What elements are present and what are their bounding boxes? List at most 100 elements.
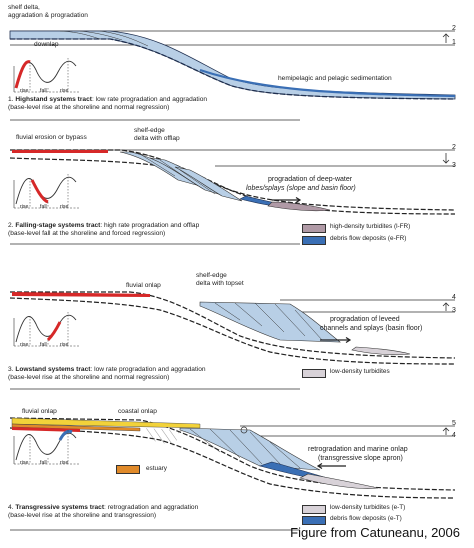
curve-rise-label: rise	[20, 342, 29, 348]
basal-surface-4	[9, 427, 456, 499]
surface-number-4: 4	[452, 294, 456, 301]
curve-rise-label: rise	[20, 204, 29, 210]
panel-4-transgressive	[9, 417, 456, 531]
rise-arrow-4	[442, 427, 450, 435]
legend-swatch-debris-et	[302, 516, 326, 525]
hemipelagic-label: hemipelagic and pelagic sedimentation	[278, 75, 392, 82]
fluvial-erosion	[12, 150, 108, 153]
caption-line-2: (base-level rise at the shoreline and no…	[8, 104, 170, 112]
deep-water-label: progradation of deep-water	[268, 176, 353, 183]
caption-2: 2. Falling-stage systems tract: high rat…	[8, 222, 199, 238]
downlap-label: downlap	[34, 41, 59, 48]
curve-rise-label-2: rise	[60, 204, 69, 210]
caption-number: 3.	[8, 366, 14, 373]
sequence-boundary	[10, 38, 456, 100]
accommodation-arrow	[442, 33, 450, 43]
curve-rise-label-2: rise	[60, 460, 69, 466]
curve-rise-label: rise	[20, 460, 29, 466]
highstand-wedge	[9, 30, 456, 100]
legend-label-estuary: estuary	[146, 465, 167, 472]
retrogradation-arrow	[316, 462, 346, 470]
legend-swatch-debris	[302, 236, 326, 245]
curve-fall-label: fall	[40, 460, 47, 466]
base-level-curve-3	[13, 312, 80, 347]
curve-highlight	[14, 60, 31, 89]
basal-surface-3	[9, 297, 456, 365]
panel-3-lowstand	[9, 291, 456, 390]
surface-number-4: 4	[452, 432, 456, 439]
base-level-curve-4	[13, 429, 80, 465]
surface-number-2: 2	[452, 25, 456, 32]
panel-2-falling-stage	[9, 149, 456, 245]
fluvial-onlap-fill-4	[12, 427, 80, 432]
estuary-fill	[11, 423, 141, 432]
surface-number-3: 3	[452, 162, 456, 169]
progradation-arrow-3	[320, 336, 352, 344]
fluvial-erosion-label: fluvial erosion or bypass	[16, 134, 87, 141]
caption-3: 3. Lowstand systems tract: low rate prog…	[8, 366, 206, 382]
fall-arrow	[442, 153, 450, 164]
older-boundary-3	[10, 291, 456, 359]
lobes-splays-label: lobes/splays (slope and basin floor)	[246, 185, 356, 192]
offlap-lobe-3	[174, 166, 243, 202]
caption-text: : low rate progradation and aggradation	[91, 96, 208, 103]
caption-title: Lowstand systems tract	[15, 366, 91, 373]
caption-1: 1. Highstand systems tract: low rate pro…	[8, 96, 207, 112]
caption-number: 1.	[8, 96, 14, 103]
channels-label: channels and splays (basin floor)	[320, 325, 423, 332]
progradation-arrow	[272, 196, 302, 204]
surface-number-5: 5	[452, 420, 456, 427]
rise-arrow-3	[442, 302, 450, 311]
curve-rise-label-2: rise	[60, 342, 69, 348]
pelagic-drape	[199, 68, 456, 98]
rotation-icon	[240, 426, 248, 434]
panel-1-highstand	[9, 30, 456, 121]
clinoforms-4	[189, 428, 301, 469]
base-level-curve-2	[13, 174, 80, 209]
caption-4: 4. Transgressive systems tract: retrogra…	[8, 504, 198, 520]
shelf-delta-label: shelf delta,	[8, 4, 40, 11]
aggradation-label: aggradation & progradation	[8, 12, 88, 19]
turbidite-lobe	[267, 201, 331, 212]
legend-label-turbidites: high-density turbidites (l-FR)	[330, 223, 411, 230]
offlap-lobe-1	[119, 151, 201, 187]
legend-label-debris: debris flow deposits (e-FR)	[330, 235, 407, 242]
hatched-onlap	[140, 428, 180, 446]
legend-swatch-turbidites	[302, 224, 326, 233]
fluvial-onlap-label: fluvial onlap	[126, 282, 161, 289]
caption-number: 4.	[8, 504, 14, 511]
legend-label-debris-et: debris flow deposits (e-T)	[330, 515, 402, 522]
fluvial-onlap-label: fluvial onlap	[22, 408, 57, 415]
caption-text: : high rate progradation and offlap	[100, 222, 200, 229]
coastal-onlap-fill	[11, 417, 201, 429]
shelf-edge-label: shelf-edge	[196, 272, 227, 279]
shelf-edge-label: shelf-edge	[134, 127, 165, 134]
curve-fall-label: fall	[40, 88, 47, 94]
legend-swatch-low-density-et	[302, 505, 326, 514]
caption-title: Falling-stage systems tract	[15, 222, 101, 229]
legend-swatch-estuary	[116, 465, 140, 474]
surface-number-1: 1	[452, 39, 456, 46]
legend-label-low-density-et: low-density turbidites (e-T)	[330, 504, 406, 511]
clinoforms	[59, 30, 149, 47]
basal-surface	[9, 157, 456, 215]
topset-clinoforms	[214, 302, 323, 341]
curve-rise-label: rise	[20, 88, 29, 94]
offlap-label: delta with offlap	[134, 135, 180, 142]
slope-apron-label: (transgressive slope apron)	[318, 455, 403, 462]
caption-line-2: (base-level fall at the shoreline and fo…	[8, 230, 166, 238]
figure-credit: Figure from Catuneanu, 2006	[290, 525, 460, 540]
older-boundary	[10, 149, 456, 211]
offlap-lines	[129, 151, 216, 195]
caption-title: Transgressive systems tract	[15, 504, 105, 511]
leveed-channel-lobe	[351, 346, 411, 356]
caption-line-2: (base-level rise at the shoreline and no…	[8, 374, 170, 382]
lowstand-wedge	[199, 301, 341, 343]
caption-number: 2.	[8, 222, 14, 229]
curve-rise-label-2: rise	[60, 88, 69, 94]
caption-text: : low rate progradation and aggradation	[90, 366, 206, 373]
legend-swatch-low-density	[302, 369, 326, 378]
slope-apron-turbidites	[299, 473, 379, 489]
caption-line-2: (base-level rise at the shoreline and tr…	[8, 512, 157, 520]
